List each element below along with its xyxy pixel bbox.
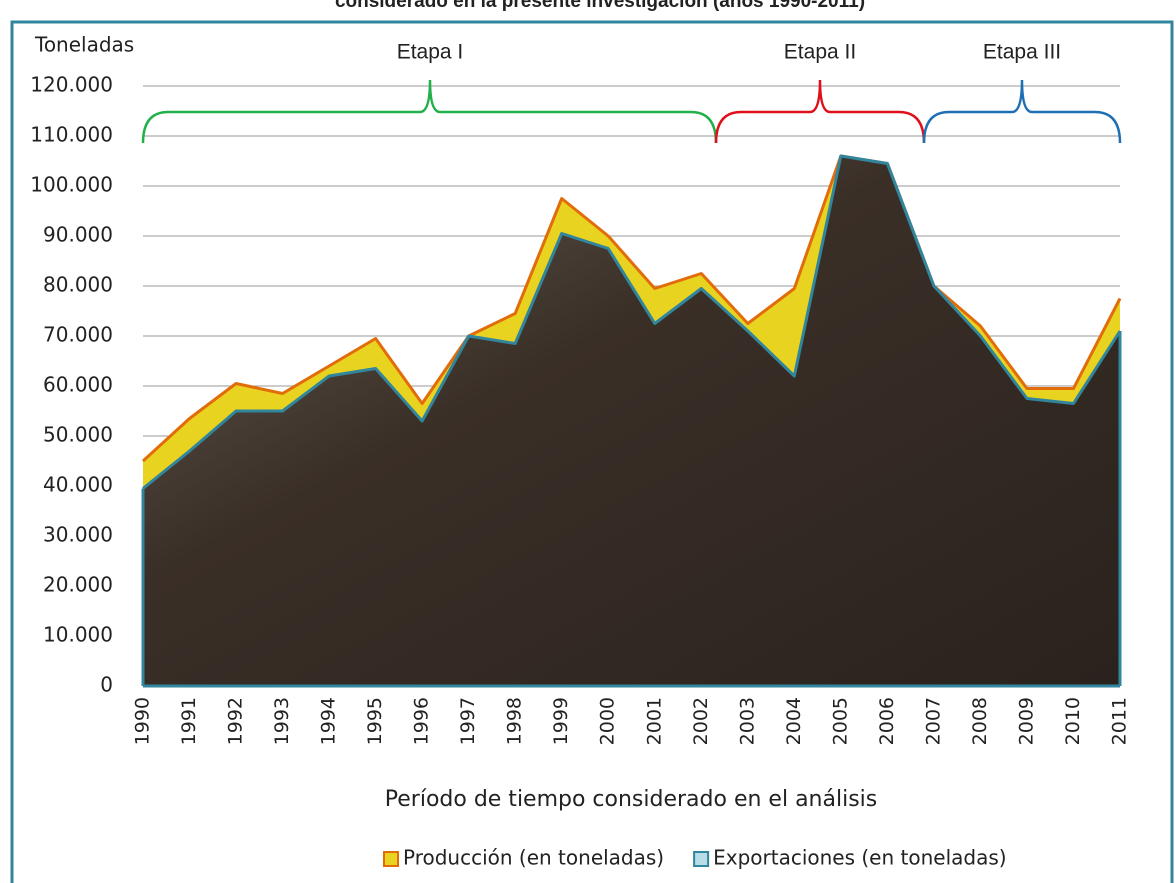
x-axis-title: Período de tiempo considerado en el anál… (385, 787, 877, 812)
stage-bracket (924, 80, 1120, 143)
y-tick-label: 120.000 (30, 73, 113, 97)
y-axis-title: Toneladas (34, 33, 134, 57)
x-tick-label: 1998 (504, 697, 526, 745)
y-tick-label: 60.000 (43, 373, 113, 397)
x-tick-label: 2003 (736, 697, 758, 745)
x-tick-label: 1999 (550, 697, 572, 745)
x-tick-label: 2009 (1015, 697, 1037, 745)
y-tick-label: 80.000 (43, 273, 113, 297)
legend-label: Producción (en toneladas) (403, 846, 664, 870)
x-tick-label: 2011 (1109, 697, 1131, 745)
legend-swatch (694, 852, 708, 866)
stage-bracket (716, 80, 924, 143)
y-tick-label: 110.000 (30, 123, 113, 147)
x-tick-label: 1992 (225, 697, 247, 745)
x-tick-label: 1990 (132, 697, 154, 745)
chart-title: considerado en la presente investigación… (335, 0, 865, 12)
stage-bracket (143, 80, 716, 143)
x-tick-label: 2008 (969, 697, 991, 745)
y-tick-label: 10.000 (43, 623, 113, 647)
x-tick-label: 2005 (829, 697, 851, 745)
y-tick-label: 20.000 (43, 573, 113, 597)
y-tick-label: 50.000 (43, 423, 113, 447)
y-tick-label: 0 (100, 673, 113, 697)
x-tick-label: 2000 (597, 697, 619, 745)
chart: considerado en la presente investigación… (0, 0, 1176, 883)
x-tick-label: 1991 (178, 697, 200, 745)
y-tick-label: 40.000 (43, 473, 113, 497)
x-tick-label: 1995 (364, 697, 386, 745)
x-tick-label: 1997 (457, 697, 479, 745)
x-tick-label: 2007 (922, 697, 944, 745)
stage-label: Etapa III (983, 41, 1061, 64)
x-tick-label: 1993 (271, 697, 293, 745)
x-tick-label: 2002 (690, 697, 712, 745)
y-tick-label: 100.000 (30, 173, 113, 197)
x-tick-label: 1996 (411, 697, 433, 745)
legend-label: Exportaciones (en toneladas) (713, 846, 1006, 870)
legend-swatch (384, 852, 398, 866)
stage-label: Etapa II (784, 41, 856, 64)
y-tick-label: 30.000 (43, 523, 113, 547)
y-tick-label: 90.000 (43, 223, 113, 247)
x-tick-label: 2004 (783, 697, 805, 745)
x-tick-label: 2006 (876, 697, 898, 745)
x-tick-label: 1994 (318, 697, 340, 745)
stage-label: Etapa I (397, 41, 464, 64)
y-tick-label: 70.000 (43, 323, 113, 347)
x-tick-label: 2010 (1062, 697, 1084, 745)
x-tick-label: 2001 (643, 697, 665, 745)
